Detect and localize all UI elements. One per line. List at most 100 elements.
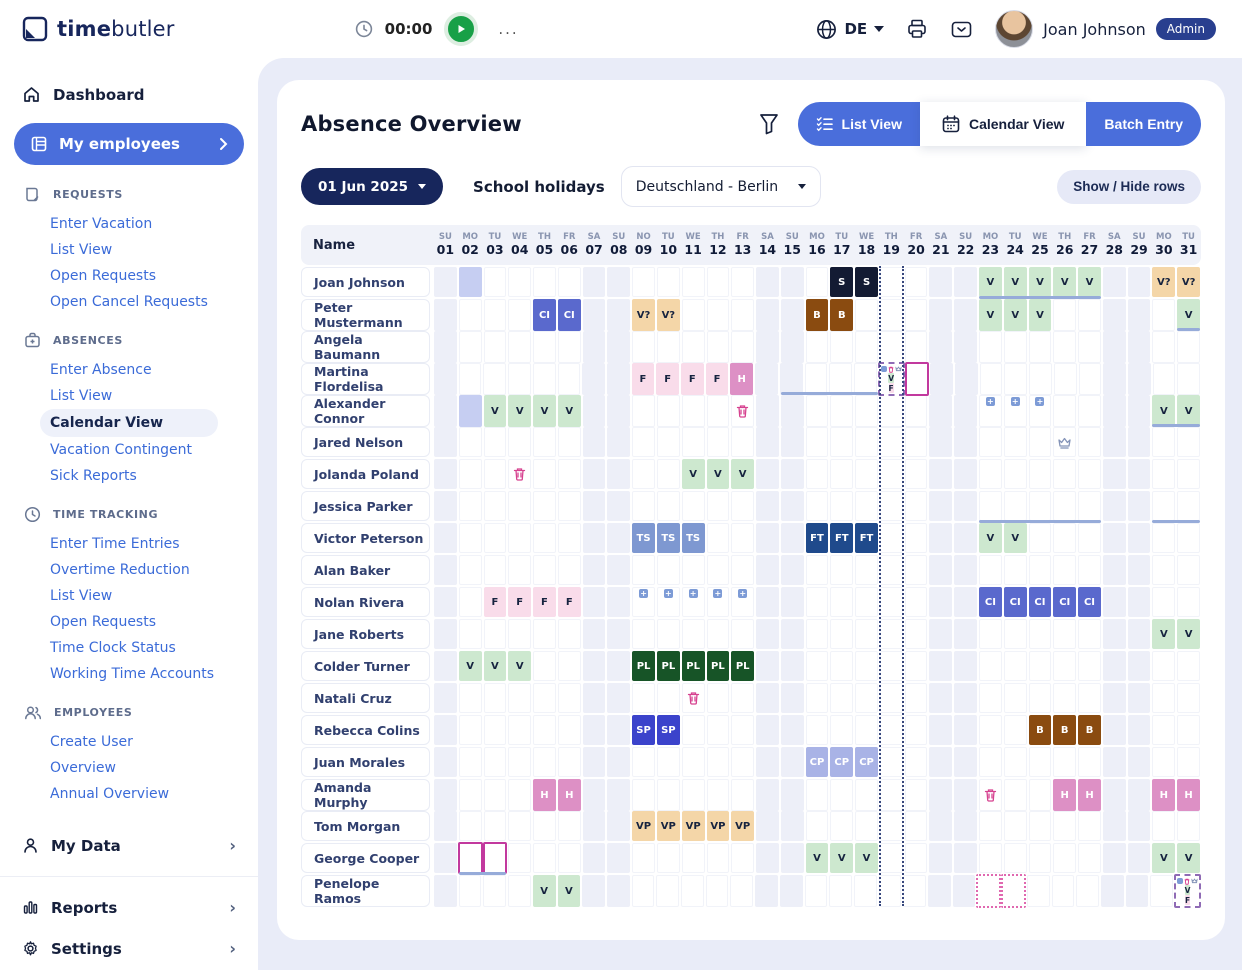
day-cell[interactable] [1152, 331, 1176, 363]
day-cell[interactable] [979, 331, 1002, 363]
absence-cell-SP[interactable]: SP [632, 715, 655, 745]
day-cell[interactable] [656, 267, 680, 297]
day-cell[interactable] [756, 651, 779, 681]
day-cell[interactable] [853, 875, 877, 907]
day-cell[interactable] [879, 587, 903, 617]
absence-cell-H[interactable]: H [533, 779, 556, 811]
day-cell[interactable] [879, 267, 903, 297]
plus-icon[interactable] [880, 366, 887, 372]
day-cell[interactable] [855, 715, 878, 745]
day-cell[interactable] [508, 555, 532, 585]
day-cell[interactable] [508, 267, 532, 297]
absence-cell-V[interactable]: V [1028, 299, 1052, 331]
day-cell[interactable]: + [1028, 395, 1052, 427]
day-cell[interactable] [434, 651, 457, 681]
day-cell[interactable] [508, 363, 531, 395]
day-cell[interactable] [731, 267, 755, 297]
day-cell[interactable] [780, 587, 804, 617]
day-cell[interactable] [830, 683, 854, 713]
day-cell[interactable] [1004, 363, 1028, 395]
day-cell[interactable] [434, 619, 457, 649]
more-options-button[interactable]: ... [498, 20, 519, 38]
day-cell[interactable] [458, 427, 482, 457]
absence-cell-VP[interactable]: VP [706, 811, 730, 841]
day-cell[interactable] [731, 683, 755, 713]
day-cell[interactable] [1078, 299, 1101, 331]
day-cell[interactable] [1028, 619, 1052, 649]
day-cell[interactable] [904, 715, 928, 745]
day-cell[interactable] [434, 331, 457, 363]
day-cell[interactable] [458, 491, 482, 521]
day-cell[interactable] [582, 715, 606, 745]
day-cell[interactable] [706, 299, 730, 331]
day-cell[interactable] [1177, 811, 1200, 841]
day-cell[interactable] [1078, 523, 1101, 553]
day-cell[interactable] [1102, 523, 1126, 553]
day-cell[interactable] [756, 747, 779, 777]
day-cell[interactable] [1127, 715, 1151, 745]
day-cell[interactable] [1102, 299, 1126, 331]
crown-icon[interactable] [894, 366, 902, 372]
day-cell[interactable] [855, 619, 878, 649]
day-cell[interactable] [483, 459, 507, 489]
day-cell[interactable] [705, 875, 729, 907]
day-cell[interactable] [1127, 555, 1151, 585]
day-cell[interactable] [830, 715, 854, 745]
holiday-cell[interactable] [458, 267, 482, 297]
day-cell[interactable] [607, 587, 631, 617]
day-cell[interactable] [681, 683, 705, 713]
day-cell[interactable] [1177, 555, 1200, 585]
day-cell[interactable] [434, 587, 457, 617]
day-cell[interactable] [1102, 811, 1126, 841]
day-cell[interactable] [1102, 267, 1126, 297]
day-cell[interactable] [1078, 651, 1101, 681]
day-cell[interactable] [855, 299, 878, 331]
absence-cell-CI[interactable]: CI [979, 587, 1002, 617]
day-cell[interactable] [780, 267, 804, 297]
day-cell[interactable] [681, 395, 705, 427]
day-cell[interactable] [1150, 875, 1173, 907]
day-cell[interactable] [706, 523, 730, 553]
day-cell[interactable] [434, 523, 457, 553]
day-cell[interactable] [508, 747, 532, 777]
sidebar-item-vacation-contingent[interactable]: Vacation Contingent [50, 442, 192, 458]
day-cell[interactable] [1177, 331, 1200, 363]
day-cell[interactable] [879, 683, 903, 713]
absence-cell-V[interactable]: V [1053, 267, 1077, 297]
absence-cell-S[interactable]: S [830, 267, 854, 297]
day-cell[interactable] [706, 747, 730, 777]
day-cell[interactable] [434, 683, 457, 713]
day-cell[interactable] [929, 459, 953, 489]
employee-name[interactable]: Amanda Murphy [301, 779, 430, 811]
day-cell[interactable] [458, 587, 482, 617]
day-cell[interactable] [582, 555, 606, 585]
day-cell[interactable] [904, 651, 928, 681]
day-cell[interactable] [805, 459, 829, 489]
absence-cell-F[interactable]: F [508, 587, 532, 617]
absence-cell-B[interactable]: B [805, 299, 829, 331]
day-cell[interactable] [458, 811, 482, 841]
day-cell[interactable] [582, 779, 606, 811]
day-cell[interactable] [1028, 651, 1052, 681]
absence-cell-CP[interactable]: CP [855, 747, 878, 777]
absence-cell-Vq[interactable]: V? [656, 299, 680, 331]
day-cell[interactable] [929, 747, 953, 777]
day-cell[interactable] [434, 811, 457, 841]
day-cell[interactable] [830, 427, 854, 457]
day-cell[interactable] [582, 875, 605, 907]
day-cell[interactable] [508, 331, 532, 363]
day-cell[interactable] [954, 779, 978, 811]
day-cell[interactable] [804, 875, 828, 907]
day-cell[interactable] [954, 523, 978, 553]
day-cell[interactable] [756, 331, 779, 363]
day-cell[interactable] [632, 843, 655, 873]
day-cell[interactable] [483, 331, 507, 363]
sidebar-item-time-clock-status[interactable]: Time Clock Status [50, 640, 176, 656]
day-cell[interactable] [1127, 619, 1151, 649]
day-cell[interactable] [706, 427, 730, 457]
absence-cell-PL[interactable]: PL [681, 651, 705, 681]
employee-name[interactable]: Juan Morales [301, 747, 430, 777]
day-cell[interactable] [1053, 619, 1077, 649]
day-cell[interactable] [508, 491, 532, 521]
day-cell[interactable] [483, 683, 507, 713]
